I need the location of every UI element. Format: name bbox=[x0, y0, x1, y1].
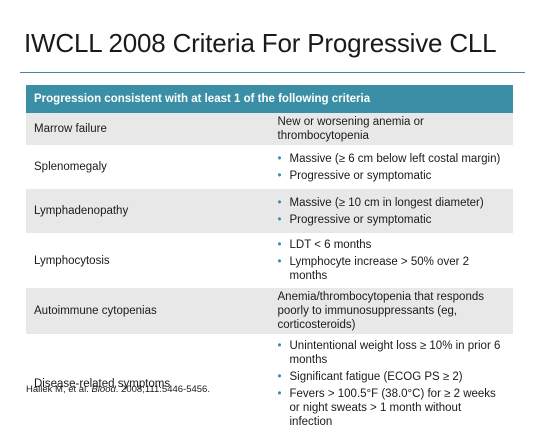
citation-journal: Blood bbox=[91, 384, 116, 395]
bullet-item: Massive (≥ 6 cm below left costal margin… bbox=[278, 152, 506, 166]
citation-details: . 2008;111:5446-5456. bbox=[115, 384, 210, 395]
bullet-item: Significant fatigue (ECOG PS ≥ 2) bbox=[278, 370, 506, 384]
citation: Hallek M, et al. Blood. 2008;111:5446-54… bbox=[26, 384, 210, 395]
criteria-table: Progression consistent with at least 1 o… bbox=[26, 85, 513, 434]
bullet-item: Unintentional weight loss ≥ 10% in prior… bbox=[278, 339, 506, 367]
criterion-label: Lymphocytosis bbox=[26, 233, 270, 288]
table-header-row: Progression consistent with at least 1 o… bbox=[26, 85, 513, 113]
table-row: Lymphadenopathy Massive (≥ 10 cm in long… bbox=[26, 189, 513, 233]
table-row: Autoimmune cytopenias Anemia/thrombocyto… bbox=[26, 288, 513, 334]
criterion-label: Lymphadenopathy bbox=[26, 189, 270, 233]
bullet-list: Massive (≥ 6 cm below left costal margin… bbox=[278, 152, 506, 183]
table-row: Lymphocytosis LDT < 6 months Lymphocyte … bbox=[26, 233, 513, 288]
criterion-bullets: Unintentional weight loss ≥ 10% in prior… bbox=[269, 334, 513, 434]
criterion-label: Autoimmune cytopenias bbox=[26, 288, 270, 334]
criterion-label: Marrow failure bbox=[26, 113, 270, 145]
bullet-item: LDT < 6 months bbox=[278, 238, 506, 252]
bullet-item: Fevers > 100.5°F (38.0°C) for ≥ 2 weeks … bbox=[278, 387, 506, 429]
bullet-item: Lymphocyte increase > 50% over 2 months bbox=[278, 255, 506, 283]
bullet-item: Massive (≥ 10 cm in longest diameter) bbox=[278, 196, 506, 210]
slide-title: IWCLL 2008 Criteria For Progressive CLL bbox=[24, 28, 497, 58]
bullet-list: Massive (≥ 10 cm in longest diameter) Pr… bbox=[278, 196, 506, 227]
bullet-list: Unintentional weight loss ≥ 10% in prior… bbox=[278, 339, 506, 429]
criterion-text: New or worsening anemia or thrombocytope… bbox=[269, 113, 513, 145]
title-divider bbox=[20, 72, 525, 73]
criterion-label: Splenomegaly bbox=[26, 145, 270, 189]
citation-authors: Hallek M, et al. bbox=[26, 384, 92, 395]
table-row: Marrow failure New or worsening anemia o… bbox=[26, 113, 513, 145]
criterion-bullets: LDT < 6 months Lymphocyte increase > 50%… bbox=[269, 233, 513, 288]
bullet-item: Progressive or symptomatic bbox=[278, 169, 506, 183]
bullet-list: LDT < 6 months Lymphocyte increase > 50%… bbox=[278, 238, 506, 283]
criterion-text: Anemia/thrombocytopenia that responds po… bbox=[269, 288, 513, 334]
criterion-bullets: Massive (≥ 10 cm in longest diameter) Pr… bbox=[269, 189, 513, 233]
table-header: Progression consistent with at least 1 o… bbox=[26, 85, 513, 113]
criterion-bullets: Massive (≥ 6 cm below left costal margin… bbox=[269, 145, 513, 189]
bullet-item: Progressive or symptomatic bbox=[278, 213, 506, 227]
table-row: Splenomegaly Massive (≥ 6 cm below left … bbox=[26, 145, 513, 189]
